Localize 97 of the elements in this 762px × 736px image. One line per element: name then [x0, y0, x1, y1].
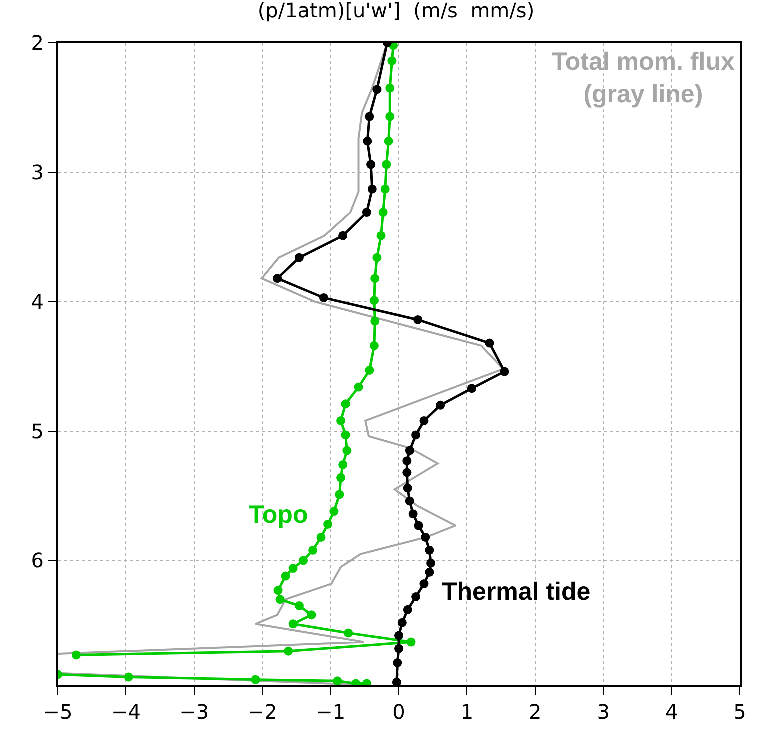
- point: [276, 595, 285, 604]
- point: [72, 650, 81, 660]
- point: [362, 208, 372, 218]
- point: [485, 338, 494, 348]
- point: [425, 568, 434, 577]
- text: Total mom. flux (gray line): [552, 48, 735, 108]
- point: [294, 602, 304, 611]
- point: [307, 610, 316, 620]
- x-tick-label: −2: [248, 700, 278, 724]
- point: [124, 672, 134, 682]
- series-label: Thermal tide: [442, 578, 591, 606]
- point: [294, 253, 304, 262]
- y-tick-label: 4: [31, 290, 44, 314]
- point: [335, 490, 344, 500]
- point: [354, 382, 364, 392]
- point: [336, 473, 346, 482]
- point: [403, 605, 412, 614]
- point: [420, 580, 429, 589]
- point: [412, 430, 421, 440]
- point: [384, 136, 394, 146]
- point: [436, 400, 446, 410]
- point: [386, 84, 395, 93]
- x-tick-label: −1: [316, 700, 346, 724]
- point: [281, 572, 290, 581]
- x-tick-label: −5: [43, 700, 73, 724]
- point: [378, 208, 388, 218]
- point: [324, 520, 333, 529]
- point: [284, 646, 294, 656]
- point: [372, 253, 382, 262]
- point: [382, 160, 392, 170]
- series-label: Topo: [249, 501, 308, 529]
- x-tick-label: 0: [392, 700, 406, 724]
- point: [288, 620, 298, 629]
- x-tick-label: 4: [665, 700, 678, 724]
- y-tick-label: 5: [31, 419, 44, 444]
- point: [414, 315, 423, 324]
- x-tick-label: 2: [529, 700, 542, 724]
- point: [394, 631, 404, 640]
- point: [380, 184, 390, 194]
- x-tick-label: −3: [180, 700, 210, 724]
- point: [500, 367, 510, 376]
- point: [425, 546, 434, 555]
- point: [370, 274, 380, 284]
- y-tick-label: 2: [31, 31, 44, 55]
- point: [405, 496, 414, 506]
- point: [420, 416, 429, 426]
- point: [368, 184, 377, 194]
- point: [273, 274, 282, 284]
- x-tick-label: 5: [734, 700, 746, 724]
- point: [338, 460, 348, 470]
- point: [341, 430, 350, 440]
- x-tick-label: −4: [111, 700, 141, 724]
- point: [392, 678, 402, 685]
- point: [288, 564, 298, 574]
- point: [412, 592, 421, 602]
- point: [388, 56, 397, 66]
- point: [402, 468, 412, 478]
- point: [370, 296, 379, 306]
- point: [366, 160, 376, 170]
- point: [330, 507, 339, 516]
- point: [316, 532, 326, 542]
- point: [308, 546, 318, 555]
- point: [342, 446, 352, 456]
- point: [344, 628, 354, 638]
- point: [376, 231, 386, 240]
- point: [467, 384, 476, 394]
- point: [402, 456, 412, 466]
- point: [336, 416, 346, 426]
- x-tick-label: 1: [460, 700, 474, 724]
- point: [299, 556, 308, 566]
- point: [393, 658, 402, 668]
- point: [338, 231, 348, 240]
- point: [274, 586, 283, 596]
- point: [406, 638, 416, 647]
- point: [386, 112, 395, 122]
- point: [405, 446, 414, 456]
- point: [372, 85, 382, 94]
- point: [414, 521, 424, 530]
- point: [426, 558, 436, 568]
- point: [363, 136, 372, 146]
- chart-title: (p/1atm)[u'w'] (m/s mm/s): [258, 0, 535, 23]
- point: [319, 293, 328, 302]
- point: [333, 676, 342, 685]
- point: [394, 644, 404, 654]
- point: [398, 618, 407, 628]
- point: [421, 532, 430, 542]
- point: [365, 366, 374, 375]
- y-tick-label: 6: [31, 548, 44, 573]
- x-tick-label: 3: [597, 700, 610, 724]
- point: [365, 112, 374, 122]
- point: [408, 510, 418, 519]
- y-tick-label: 3: [31, 160, 44, 184]
- point: [251, 675, 260, 684]
- point: [403, 484, 412, 493]
- point: [370, 316, 380, 326]
- point: [370, 341, 379, 350]
- point: [341, 400, 350, 409]
